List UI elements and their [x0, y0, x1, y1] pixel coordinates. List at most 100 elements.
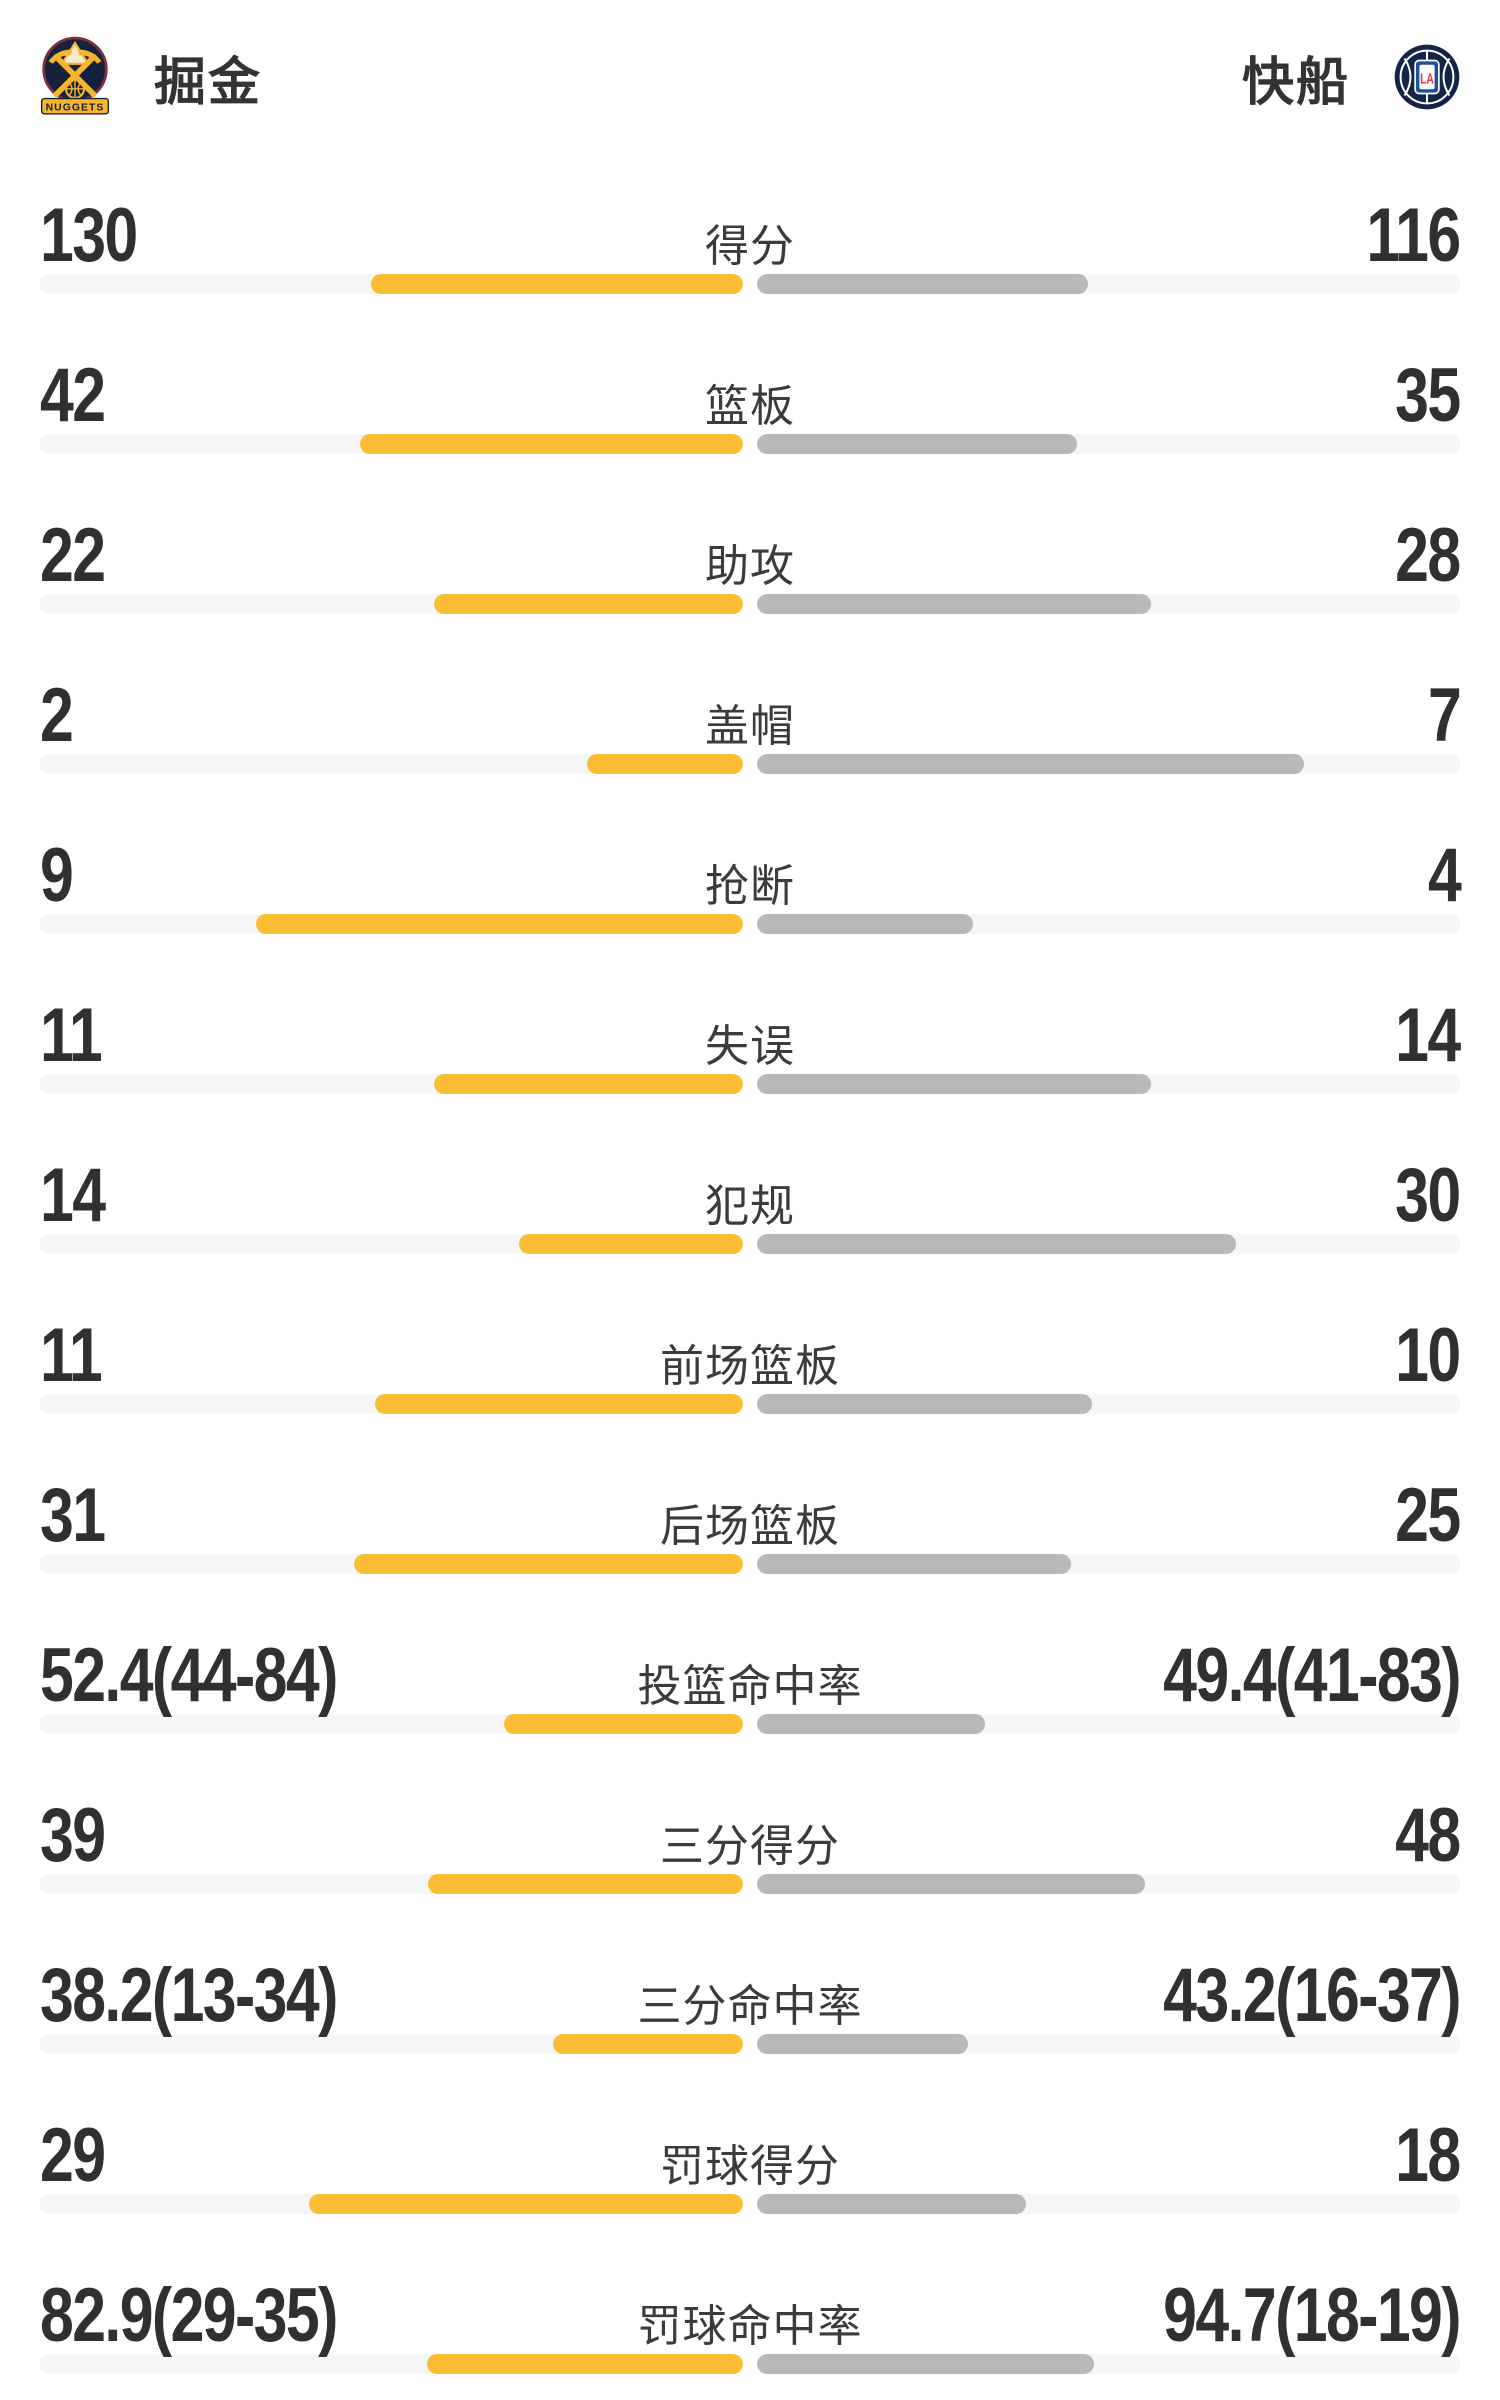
- away-bar-fill: [757, 2194, 1027, 2214]
- home-bar-track: [40, 1074, 743, 1094]
- stat-row: 52.4(44-84) 投篮命中率 49.4(41-83): [40, 1610, 1462, 1770]
- stat-label: 篮板: [705, 382, 795, 431]
- stat-bars: [40, 434, 1460, 454]
- stat-label: 失误: [705, 1022, 795, 1071]
- match-header: NUGGETS 掘金 快船 LA: [40, 0, 1460, 115]
- home-stat-value: 38.2(13-34): [40, 1953, 338, 2038]
- home-bar-fill: [256, 914, 743, 934]
- away-bar-track: [757, 434, 1460, 454]
- away-bar-fill: [757, 434, 1077, 454]
- stat-row: 38.2(13-34) 三分命中率 43.2(16-37): [40, 1930, 1462, 2090]
- stat-row: 11 前场篮板 10: [40, 1290, 1462, 1450]
- home-bar-track: [40, 754, 743, 774]
- clippers-monogram-text: LA: [1420, 72, 1434, 88]
- stat-label: 助攻: [705, 542, 795, 591]
- away-stat-value: 30: [1395, 1153, 1462, 1238]
- home-bar-track: [40, 434, 743, 454]
- stat-row: 14 犯规 30: [40, 1130, 1462, 1290]
- stat-row: 11 失误 14: [40, 970, 1462, 1130]
- away-bar-track: [757, 1074, 1460, 1094]
- away-team-header[interactable]: 快船 LA: [1242, 40, 1460, 115]
- stat-label: 投篮命中率: [637, 1662, 863, 1711]
- stat-bars: [40, 914, 1460, 934]
- away-stat-value: 94.7(18-19): [1163, 2273, 1461, 2358]
- stat-values-line: 130 得分 116: [40, 193, 1462, 278]
- stat-values-line: 9 抢断 4: [40, 833, 1462, 918]
- stat-bars: [40, 2354, 1460, 2374]
- stat-label: 得分: [705, 222, 795, 271]
- stat-label: 三分命中率: [637, 1982, 863, 2031]
- stat-row: 39 三分得分 48: [40, 1770, 1462, 1930]
- away-bar-fill: [757, 1554, 1071, 1574]
- clippers-logo-icon: LA: [1394, 44, 1460, 110]
- away-bar-fill: [757, 1714, 986, 1734]
- stat-row: 130 得分 116: [40, 170, 1462, 330]
- home-bar-fill: [586, 754, 743, 774]
- stat-row: 82.9(29-35) 罚球命中率 94.7(18-19): [40, 2250, 1462, 2400]
- away-stat-value: 4: [1427, 833, 1462, 918]
- home-stat-value: 130: [40, 193, 138, 278]
- home-bar-track: [40, 914, 743, 934]
- home-bar-track: [40, 2034, 743, 2054]
- stat-bars: [40, 1714, 1460, 1734]
- away-bar-fill: [757, 914, 974, 934]
- home-bar-fill: [553, 2034, 743, 2054]
- home-bar-fill: [519, 1234, 743, 1254]
- stat-row: 29 罚球得分 18: [40, 2090, 1462, 2250]
- stat-bars: [40, 1074, 1460, 1094]
- away-bar-track: [757, 914, 1460, 934]
- stats-list: 130 得分 116 42 篮板 35: [40, 170, 1462, 2400]
- stat-bars: [40, 1554, 1460, 1574]
- away-bar-track: [757, 1234, 1460, 1254]
- away-stat-value: 10: [1395, 1313, 1462, 1398]
- home-bar-fill: [426, 2354, 743, 2374]
- away-stat-value: 48: [1395, 1793, 1462, 1878]
- away-bar-track: [757, 594, 1460, 614]
- nuggets-logo-icon: NUGGETS: [40, 36, 110, 115]
- home-stat-value: 22: [40, 513, 106, 598]
- stat-bars: [40, 2194, 1460, 2214]
- stat-label: 三分得分: [660, 1822, 840, 1871]
- home-bar-track: [40, 1234, 743, 1254]
- home-stat-value: 29: [40, 2113, 106, 2198]
- stat-bars: [40, 2034, 1460, 2054]
- home-bar-fill: [427, 1874, 743, 1894]
- away-bar-fill: [757, 1874, 1145, 1894]
- away-bar-track: [757, 2194, 1460, 2214]
- away-bar-track: [757, 1714, 1460, 1734]
- stat-label: 犯规: [705, 1182, 795, 1231]
- stat-label: 罚球得分: [660, 2142, 840, 2191]
- home-bar-fill: [371, 274, 743, 294]
- stat-row: 9 抢断 4: [40, 810, 1462, 970]
- home-bar-track: [40, 594, 743, 614]
- stat-row: 22 助攻 28: [40, 490, 1462, 650]
- stat-values-line: 39 三分得分 48: [40, 1793, 1462, 1878]
- away-stat-value: 35: [1395, 353, 1462, 438]
- home-bar-track: [40, 1714, 743, 1734]
- away-stat-value: 28: [1395, 513, 1462, 598]
- home-bar-track: [40, 1394, 743, 1414]
- away-bar-fill: [757, 754, 1304, 774]
- stat-label: 后场篮板: [660, 1502, 840, 1551]
- stat-label: 前场篮板: [660, 1342, 840, 1391]
- away-bar-track: [757, 754, 1460, 774]
- home-bar-fill: [359, 434, 743, 454]
- home-bar-fill: [374, 1394, 743, 1414]
- stat-label: 抢断: [705, 862, 795, 911]
- home-team-header[interactable]: NUGGETS 掘金: [40, 36, 262, 118]
- home-bar-fill: [433, 594, 743, 614]
- away-stat-value: 18: [1395, 2113, 1462, 2198]
- away-bar-track: [757, 1874, 1460, 1894]
- home-stat-value: 52.4(44-84): [40, 1633, 338, 1718]
- away-bar-track: [757, 2034, 1460, 2054]
- away-bar-track: [757, 1394, 1460, 1414]
- away-bar-track: [757, 274, 1460, 294]
- stat-values-line: 82.9(29-35) 罚球命中率 94.7(18-19): [40, 2273, 1462, 2358]
- home-stat-value: 39: [40, 1793, 106, 1878]
- away-bar-fill: [757, 1234, 1237, 1254]
- stat-values-line: 2 盖帽 7: [40, 678, 1462, 754]
- home-bar-track: [40, 1554, 743, 1574]
- away-bar-fill: [757, 2034, 968, 2054]
- home-stat-value: 11: [40, 1313, 103, 1398]
